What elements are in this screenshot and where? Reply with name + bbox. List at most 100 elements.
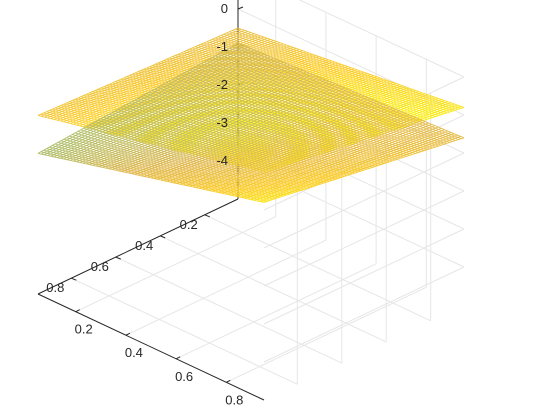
mesh-line xyxy=(111,95,121,99)
mesh-line xyxy=(272,69,282,75)
mesh-line xyxy=(337,94,347,100)
mesh-line xyxy=(360,70,370,75)
mesh-line xyxy=(304,118,315,123)
mesh-line xyxy=(130,76,140,82)
mesh-line xyxy=(353,76,363,80)
mesh-line xyxy=(259,92,268,97)
mesh-line xyxy=(316,79,326,85)
mesh-line xyxy=(299,64,310,69)
mesh-line xyxy=(241,142,252,147)
mesh-line xyxy=(217,117,226,123)
mesh-line xyxy=(57,104,67,110)
mesh-line xyxy=(349,79,360,84)
mesh-line xyxy=(327,67,337,71)
mesh-line xyxy=(404,106,414,111)
mesh-line xyxy=(40,149,50,155)
mesh-line xyxy=(227,66,236,72)
mesh-line xyxy=(80,109,89,115)
mesh-line xyxy=(237,36,246,41)
mesh-line xyxy=(225,57,235,63)
mesh-line xyxy=(222,37,232,43)
mesh-line xyxy=(409,98,419,104)
mesh-line xyxy=(216,131,226,137)
mesh-line xyxy=(70,113,81,117)
mesh-line xyxy=(393,116,404,121)
mesh-line xyxy=(236,151,247,156)
mesh-line xyxy=(334,121,345,127)
mesh-line xyxy=(192,150,202,155)
mesh-line xyxy=(322,57,333,62)
mesh-line xyxy=(247,160,257,164)
mesh-line xyxy=(332,66,343,71)
mesh-line xyxy=(282,51,292,56)
mesh-line xyxy=(154,123,164,129)
mesh-line xyxy=(434,104,443,109)
mesh-line xyxy=(148,105,158,112)
mesh-line xyxy=(87,89,97,94)
mesh-line xyxy=(53,115,63,120)
mesh-line xyxy=(209,40,219,44)
mesh-line xyxy=(54,139,64,145)
mesh-line xyxy=(182,64,193,68)
mesh-line xyxy=(190,60,201,64)
mesh-line xyxy=(236,70,246,76)
mesh-line xyxy=(83,147,93,153)
mesh-line xyxy=(128,121,138,127)
mesh-line xyxy=(307,54,316,59)
mesh-line xyxy=(354,72,365,77)
mesh-line xyxy=(187,56,197,60)
mesh-line xyxy=(236,125,246,131)
mesh-line xyxy=(242,39,253,44)
mesh-line xyxy=(133,79,143,83)
mesh-line xyxy=(112,165,121,170)
mesh-line xyxy=(99,151,109,157)
mesh-line xyxy=(186,148,195,154)
mesh-line xyxy=(433,103,444,109)
mesh-line xyxy=(299,100,309,105)
mesh-line xyxy=(172,56,182,60)
mesh-line xyxy=(170,129,180,135)
mesh-line xyxy=(57,140,67,146)
mesh-line xyxy=(184,83,194,88)
mesh-line xyxy=(68,114,78,118)
mesh-line xyxy=(231,130,241,136)
mesh-line xyxy=(316,58,326,62)
mesh-line xyxy=(297,107,307,112)
mesh-line xyxy=(408,95,418,100)
mesh-line xyxy=(319,137,329,141)
mesh-line xyxy=(197,124,206,130)
mesh-line xyxy=(248,67,258,73)
mesh-line xyxy=(243,56,253,63)
mesh-line xyxy=(355,77,366,82)
mesh-line xyxy=(267,152,277,157)
mesh-line xyxy=(329,62,339,66)
mesh-line xyxy=(288,75,298,82)
mesh-line xyxy=(117,79,128,83)
mesh-line xyxy=(311,85,321,91)
mesh-line xyxy=(290,84,300,91)
mesh-line xyxy=(107,90,117,94)
mesh-line xyxy=(308,103,319,109)
mesh-line xyxy=(261,154,272,159)
mesh-line xyxy=(179,65,190,69)
mesh-line xyxy=(143,111,153,117)
mesh-line xyxy=(234,35,243,40)
mesh-line xyxy=(87,125,98,129)
mesh-line xyxy=(159,66,168,72)
mesh-line xyxy=(231,116,241,122)
mesh-line xyxy=(359,82,369,87)
mesh-line xyxy=(77,145,86,151)
mesh-line xyxy=(75,104,86,108)
mesh-line xyxy=(266,46,276,51)
mesh-line xyxy=(72,150,81,156)
mesh-line xyxy=(62,111,71,117)
mesh-line xyxy=(274,96,285,101)
mesh-line xyxy=(417,96,428,101)
y-tick xyxy=(160,235,166,239)
mesh-line xyxy=(96,113,106,119)
x-tick xyxy=(226,379,231,383)
mesh-line xyxy=(380,88,391,93)
mesh-line xyxy=(228,45,238,50)
mesh-line xyxy=(153,71,163,76)
mesh-line xyxy=(274,61,284,68)
